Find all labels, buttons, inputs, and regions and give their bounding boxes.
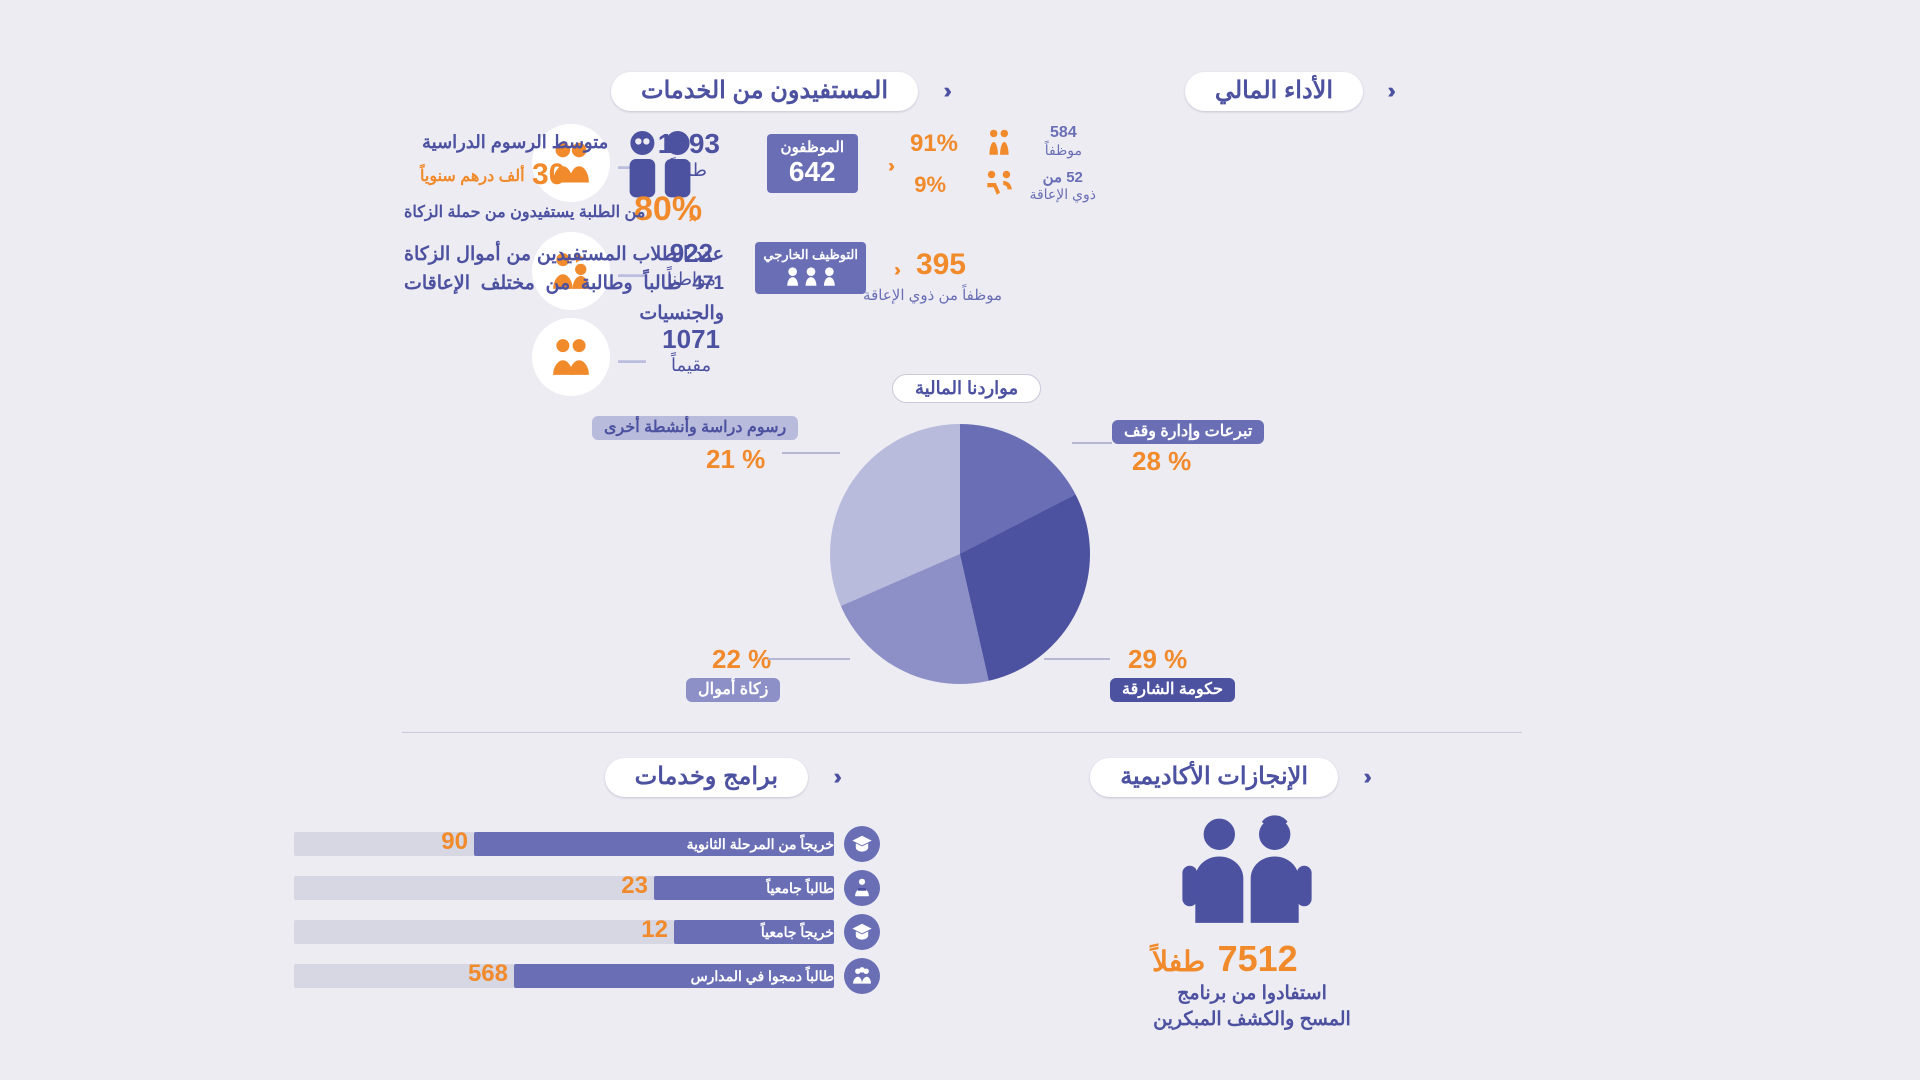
academic-row: خريجاً جامعياً 12 (282, 914, 922, 948)
achievement-number: 568 (468, 960, 508, 988)
emp-count-dis: 52 من ذوي الإعاقة (1029, 168, 1096, 203)
emp-pct-dis: 9% (914, 172, 946, 198)
pie-label-fees: رسوم دراسة وأنشطة أخرى (592, 416, 798, 440)
achievement-icon (844, 958, 880, 994)
employees-tag: الموظفون 642 (767, 134, 858, 193)
avg-fee-value: 30 (532, 158, 565, 192)
header-finance: الأداء المالي (1185, 72, 1363, 111)
divider (402, 732, 1522, 733)
emp-count-nondis: 584 موظفاً (1045, 124, 1082, 159)
header-programs: برامج وخدمات (605, 758, 808, 797)
achievement-number: 90 (441, 828, 468, 856)
accessibility-icon (982, 166, 1016, 205)
header-resources: مواردنا المالية (892, 374, 1041, 403)
header-academic: الإنجازات الأكاديمية (1090, 758, 1338, 797)
avg-fee-label: متوسط الرسوم الدراسية (422, 132, 608, 153)
pie-pct-gov: % 29 (1128, 644, 1187, 675)
zakat-detail: عدد الطلاب المستفيدين من أموال الزكاة 47… (404, 240, 724, 328)
pie-label-gov: حكومة الشارقة (1110, 678, 1235, 702)
external-tag: التوظيف الخارجي (755, 242, 866, 294)
chevron-icon: ‹‹ (833, 764, 836, 790)
academic-row: طالباً جامعياً 23 (282, 870, 922, 904)
residents-icon (532, 318, 610, 396)
programs-line1: استفادوا من برنامج (1142, 982, 1362, 1005)
achievement-icon (844, 870, 880, 906)
pie-label-zakat: زكاة أموال (686, 678, 780, 702)
header-beneficiaries: المستفيدون من الخدمات (611, 72, 918, 111)
pie-pct-fees: % 21 (706, 444, 765, 475)
achievement-number: 12 (641, 916, 668, 944)
academic-bars: خريجاً من المرحلة الثانوية 90 طالباً جام… (282, 826, 922, 1016)
programs-line2: المسح والكشف المبكرين (1132, 1008, 1372, 1031)
dash-icon: — (618, 344, 646, 376)
achievement-icon (844, 826, 880, 862)
achievement-number: 23 (621, 872, 648, 900)
pie-pct-donations: % 28 (1132, 446, 1191, 477)
chevron-icon: ‹‹ (1363, 764, 1366, 790)
academic-row: خريجاً من المرحلة الثانوية 90 (282, 826, 922, 860)
infographic-canvas: المستفيدون من الخدمات ‹‹ الأداء المالي ‹… (192, 42, 1728, 1038)
programs-count: 7512 طفلاً (1152, 938, 1298, 980)
zakat-label: من الطلبة يستفيدون من حملة الزكاة (404, 202, 645, 222)
children-icon (1172, 814, 1322, 939)
avg-fee-unit: ألف درهم سنوياً (420, 166, 525, 186)
chevron-left-icon: ‹‹ (894, 260, 896, 281)
external-count: 395 (916, 248, 966, 282)
pie-chart (830, 424, 1090, 684)
people-icon (982, 126, 1016, 165)
chevron-icon: ‹‹ (1387, 78, 1390, 104)
academic-row: طالباً دمجوا في المدارس 568 (282, 958, 922, 992)
external-label: موظفاً من ذوي الإعاقة (863, 286, 1002, 304)
achievement-icon (844, 914, 880, 950)
pie-label-donations: تبرعات وإدارة وقف (1112, 420, 1264, 444)
chevron-left-icon: ‹‹ (888, 156, 890, 177)
chevron-icon: ‹‹ (943, 78, 946, 104)
emp-pct-nondis: 91% (910, 130, 958, 158)
residents-count: 1071 مقيماً (662, 324, 720, 376)
pie-pct-zakat: % 22 (712, 644, 771, 675)
